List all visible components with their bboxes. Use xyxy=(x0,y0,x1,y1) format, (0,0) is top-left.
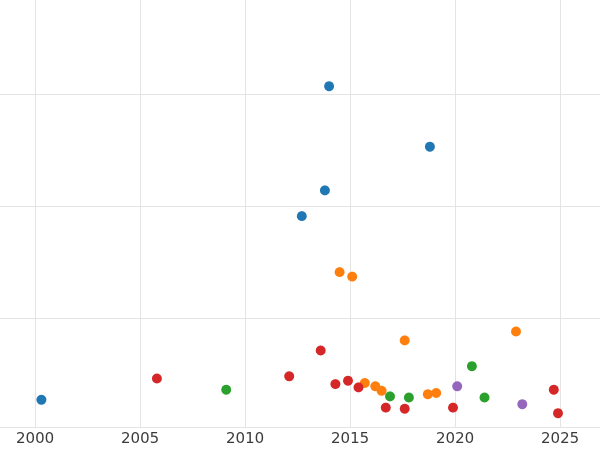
data-point-blue xyxy=(296,211,307,222)
data-point-blue xyxy=(324,81,335,92)
data-point-red xyxy=(553,408,563,419)
data-point-red xyxy=(315,345,326,356)
data-point-red xyxy=(448,402,458,413)
x-tick-label: 2000 xyxy=(16,429,55,447)
data-point-blue xyxy=(319,185,330,196)
data-point-red xyxy=(353,382,364,393)
data-point-green xyxy=(385,391,395,402)
data-point-blue xyxy=(36,394,47,405)
data-point-purple xyxy=(517,399,528,410)
data-point-green xyxy=(479,392,490,403)
data-point-purple xyxy=(452,381,463,392)
x-tick-label: 2025 xyxy=(541,429,580,447)
data-point-blue xyxy=(424,141,435,152)
data-point-red xyxy=(343,375,353,386)
data-point-red xyxy=(380,402,391,413)
data-point-orange xyxy=(376,385,387,396)
data-point-red xyxy=(330,379,341,390)
data-point-red xyxy=(548,384,559,395)
data-point-orange xyxy=(431,388,442,398)
x-tick-label: 2020 xyxy=(436,429,475,447)
plot-area xyxy=(0,0,600,428)
data-point-red xyxy=(284,371,295,382)
data-point-red xyxy=(151,373,162,384)
data-point-green xyxy=(466,361,477,372)
data-point-orange xyxy=(422,389,433,400)
data-point-orange xyxy=(334,267,345,278)
x-tick-label: 2010 xyxy=(226,429,265,447)
data-point-orange xyxy=(399,335,410,346)
data-point-green xyxy=(403,392,414,403)
data-point-green xyxy=(221,384,232,395)
data-point-orange xyxy=(347,271,358,282)
x-tick-label: 2015 xyxy=(331,429,370,447)
x-tick-label: 2005 xyxy=(121,429,160,447)
data-point-orange xyxy=(511,326,521,337)
data-point-red xyxy=(399,403,410,414)
